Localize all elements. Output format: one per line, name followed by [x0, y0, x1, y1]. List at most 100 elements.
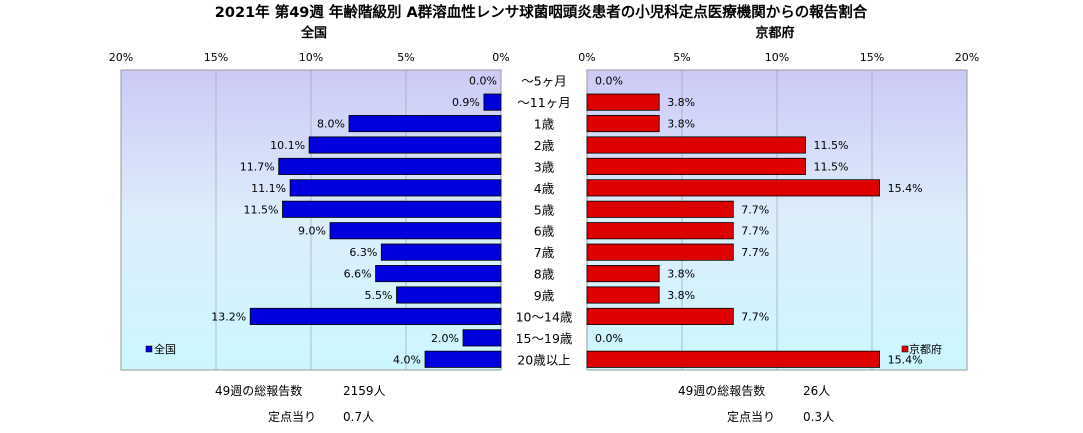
- kyoto-data-label: 7.7%: [741, 203, 769, 216]
- national-bar: [348, 115, 502, 133]
- kyoto-bar: [586, 222, 734, 240]
- category-label: ～11ヶ月: [517, 95, 570, 110]
- national-data-label: 11.1%: [251, 182, 286, 195]
- national-bar: [249, 307, 502, 325]
- category-label: 10～14歳: [516, 309, 573, 324]
- national-data-label: 11.7%: [240, 160, 275, 173]
- category-label: ～5ヶ月: [521, 74, 566, 89]
- kyoto-legend: 京都府: [901, 342, 942, 356]
- national-tick-label: 20%: [109, 51, 133, 64]
- kyoto-bar: [586, 265, 660, 283]
- national-bar: [375, 265, 502, 283]
- kyoto-bar: [586, 243, 734, 261]
- national-legend: 全国: [145, 342, 176, 356]
- kyoto-tick-label: 15%: [860, 51, 884, 64]
- category-labels: ～5ヶ月 ～11ヶ月 1歳 2歳 3歳 4歳 5歳 6歳 7歳 8歳 9歳 10～14歳 15～19歳 2…: [516, 74, 573, 368]
- kyoto-bar: [586, 157, 806, 175]
- kyoto-per-label: 定点当り: [727, 410, 776, 424]
- kyoto-data-label: 7.7%: [741, 225, 769, 238]
- kyoto-per-value: 0.3人: [803, 410, 835, 424]
- kyoto-data-label: 0.0%: [595, 75, 623, 88]
- category-label: 2歳: [534, 138, 555, 153]
- national-legend-label: 全国: [154, 342, 176, 356]
- category-label: 4歳: [534, 181, 555, 196]
- kyoto-legend-label: 京都府: [909, 342, 942, 356]
- kyoto-data-label: 0.0%: [595, 332, 623, 345]
- kyoto-panel-title: 京都府: [755, 25, 794, 41]
- national-bar: [278, 157, 502, 175]
- national-tick-label: 10%: [299, 51, 323, 64]
- national-data-label: 0.9%: [452, 96, 480, 109]
- national-legend-swatch: [145, 345, 153, 353]
- category-label: 3歳: [534, 159, 555, 174]
- national-panel-title: 全国: [300, 25, 327, 41]
- kyoto-bars: [586, 93, 881, 368]
- kyoto-data-label: 7.7%: [741, 246, 769, 259]
- category-label: 1歳: [534, 117, 555, 132]
- national-per-value: 0.7人: [343, 410, 375, 424]
- kyoto-tick-label: 0%: [578, 51, 595, 64]
- kyoto-bar: [586, 115, 660, 133]
- national-bars: [249, 93, 502, 368]
- kyoto-tick-label: 20%: [955, 51, 979, 64]
- national-tick-label: 5%: [397, 51, 414, 64]
- kyoto-data-label: 3.8%: [667, 96, 695, 109]
- national-bar: [424, 350, 502, 368]
- kyoto-axis-ticks: 0% 5% 10% 15% 20%: [578, 51, 979, 64]
- category-label: 15～19歳: [516, 331, 573, 346]
- national-total-label: 49週の総報告数: [215, 384, 303, 398]
- national-data-label: 0.0%: [469, 75, 497, 88]
- kyoto-data-label: 11.5%: [814, 160, 849, 173]
- category-label: 8歳: [534, 267, 555, 282]
- kyoto-bar: [586, 286, 660, 304]
- kyoto-data-label: 3.8%: [667, 268, 695, 281]
- national-bar: [462, 329, 502, 347]
- national-data-label: 6.3%: [349, 246, 377, 259]
- national-data-labels: 0.0% 0.9% 8.0% 10.1% 11.7% 11.1% 11.5% 9.0% 6.3%…: [211, 75, 497, 367]
- kyoto-total-value: 26人: [803, 384, 831, 398]
- national-bar: [483, 93, 502, 111]
- national-data-label: 2.0%: [431, 332, 459, 345]
- category-label: 20歳以上: [517, 352, 570, 367]
- chart-title: 2021年 第49週 年齢階級別 A群溶血性レンサ球菌咽頭炎患者の小児科定点医療…: [215, 3, 868, 21]
- kyoto-tick-label: 5%: [673, 51, 690, 64]
- kyoto-data-labels: 0.0% 3.8% 3.8% 11.5% 11.5% 15.4% 7.7% 7.7% 7.7% 3…: [595, 75, 923, 367]
- kyoto-data-label: 15.4%: [888, 182, 923, 195]
- category-label: 9歳: [534, 288, 555, 303]
- kyoto-legend-swatch: [901, 345, 909, 353]
- kyoto-data-label: 7.7%: [741, 310, 769, 323]
- kyoto-data-label: 3.8%: [667, 289, 695, 302]
- national-tick-label: 15%: [204, 51, 228, 64]
- kyoto-data-label: 3.8%: [667, 118, 695, 131]
- category-label: 7歳: [534, 245, 555, 260]
- kyoto-bar: [586, 307, 734, 325]
- national-bar: [282, 200, 502, 218]
- national-data-label: 9.0%: [298, 225, 326, 238]
- national-data-label: 10.1%: [270, 139, 305, 152]
- national-data-label: 4.0%: [393, 353, 421, 366]
- national-data-label: 8.0%: [317, 118, 345, 131]
- national-bar: [329, 222, 502, 240]
- national-data-label: 13.2%: [211, 310, 246, 323]
- national-total-value: 2159人: [343, 384, 386, 398]
- kyoto-bar: [586, 93, 660, 111]
- kyoto-data-label: 11.5%: [814, 139, 849, 152]
- national-bar: [396, 286, 502, 304]
- national-data-label: 11.5%: [244, 203, 279, 216]
- national-data-label: 6.6%: [344, 268, 372, 281]
- category-label: 5歳: [534, 202, 555, 217]
- national-axis-ticks: 20% 15% 10% 5% 0%: [109, 51, 510, 64]
- national-bar: [308, 136, 502, 154]
- kyoto-total-label: 49週の総報告数: [678, 384, 766, 398]
- kyoto-bar: [586, 136, 806, 154]
- national-tick-label: 0%: [492, 51, 509, 64]
- category-label: 6歳: [534, 224, 555, 239]
- kyoto-bar: [586, 200, 734, 218]
- national-data-label: 5.5%: [365, 289, 393, 302]
- kyoto-data-label: 15.4%: [888, 353, 923, 366]
- national-bar: [289, 179, 502, 197]
- kyoto-bar: [586, 350, 881, 368]
- national-bar: [380, 243, 502, 261]
